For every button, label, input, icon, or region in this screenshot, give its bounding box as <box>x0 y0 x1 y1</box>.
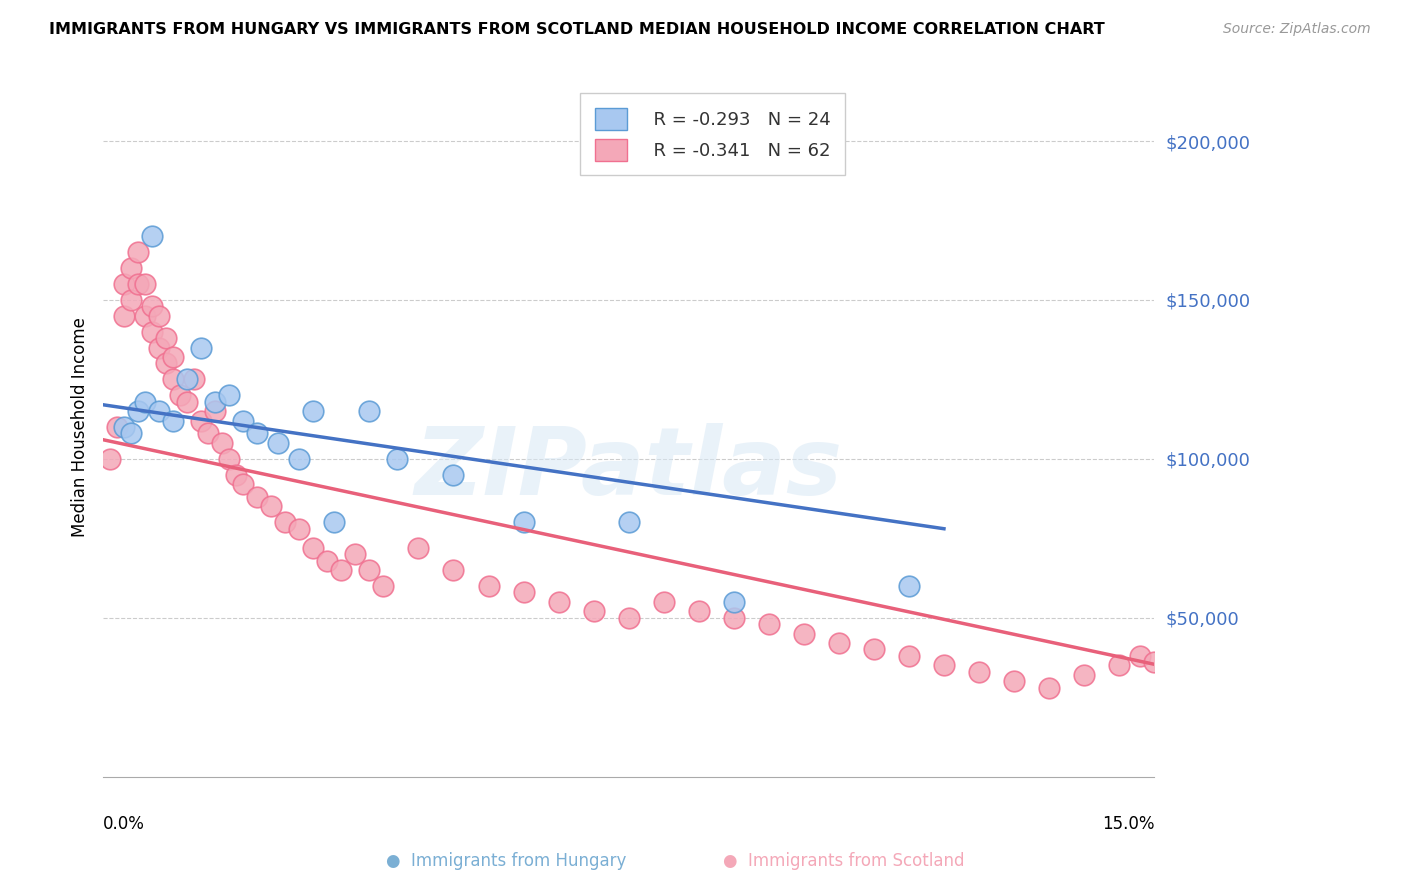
Point <box>617 611 640 625</box>
Point <box>155 331 177 345</box>
Point <box>176 394 198 409</box>
Point <box>302 404 325 418</box>
Point <box>443 467 465 482</box>
Point <box>127 245 149 260</box>
Point <box>387 451 409 466</box>
Point <box>897 579 920 593</box>
Point <box>169 388 191 402</box>
Text: Source: ZipAtlas.com: Source: ZipAtlas.com <box>1223 22 1371 37</box>
Point <box>112 309 135 323</box>
Point <box>141 325 163 339</box>
Text: ZIPatlas: ZIPatlas <box>415 423 842 515</box>
Point <box>359 404 381 418</box>
Point <box>582 604 605 618</box>
Point <box>141 299 163 313</box>
Point <box>134 309 156 323</box>
Point <box>112 277 135 291</box>
Point <box>330 563 353 577</box>
Point <box>127 277 149 291</box>
Point <box>1073 668 1095 682</box>
Point <box>98 451 121 466</box>
Point <box>176 372 198 386</box>
Point <box>155 356 177 370</box>
Point <box>148 341 170 355</box>
Text: ●  Immigrants from Hungary: ● Immigrants from Hungary <box>387 852 626 870</box>
Text: 15.0%: 15.0% <box>1102 815 1154 833</box>
Point <box>134 394 156 409</box>
Point <box>225 467 247 482</box>
Point <box>1129 648 1152 663</box>
Point <box>288 451 311 466</box>
Point <box>190 341 212 355</box>
Point <box>652 595 675 609</box>
Point <box>723 611 745 625</box>
Point <box>1143 655 1166 669</box>
Point <box>183 372 205 386</box>
Point <box>967 665 990 679</box>
Legend:   R = -0.293   N = 24,   R = -0.341   N = 62: R = -0.293 N = 24, R = -0.341 N = 62 <box>581 94 845 176</box>
Point <box>211 436 233 450</box>
Point <box>512 585 534 599</box>
Point <box>828 636 851 650</box>
Point <box>758 617 780 632</box>
Point <box>373 579 395 593</box>
Point <box>197 426 219 441</box>
Point <box>688 604 710 618</box>
Point <box>232 414 254 428</box>
Point <box>477 579 499 593</box>
Text: IMMIGRANTS FROM HUNGARY VS IMMIGRANTS FROM SCOTLAND MEDIAN HOUSEHOLD INCOME CORR: IMMIGRANTS FROM HUNGARY VS IMMIGRANTS FR… <box>49 22 1105 37</box>
Point <box>190 414 212 428</box>
Point <box>443 563 465 577</box>
Point <box>246 490 269 504</box>
Point <box>408 541 430 555</box>
Point <box>793 626 815 640</box>
Point <box>148 309 170 323</box>
Point <box>127 404 149 418</box>
Point <box>204 394 226 409</box>
Point <box>162 372 184 386</box>
Point <box>323 516 346 530</box>
Point <box>932 658 955 673</box>
Point <box>162 414 184 428</box>
Point <box>246 426 269 441</box>
Text: ●  Immigrants from Scotland: ● Immigrants from Scotland <box>723 852 965 870</box>
Point <box>316 553 339 567</box>
Point <box>141 229 163 244</box>
Point <box>344 547 367 561</box>
Point <box>302 541 325 555</box>
Point <box>162 350 184 364</box>
Point <box>723 595 745 609</box>
Point <box>232 477 254 491</box>
Point <box>204 404 226 418</box>
Point <box>1002 674 1025 689</box>
Point <box>617 516 640 530</box>
Point <box>112 420 135 434</box>
Point <box>1108 658 1130 673</box>
Point <box>1157 662 1180 676</box>
Point <box>359 563 381 577</box>
Point <box>512 516 534 530</box>
Point <box>897 648 920 663</box>
Point <box>218 388 240 402</box>
Point <box>218 451 240 466</box>
Point <box>274 516 297 530</box>
Point <box>260 500 283 514</box>
Y-axis label: Median Household Income: Median Household Income <box>72 317 89 537</box>
Point <box>105 420 128 434</box>
Point <box>267 436 290 450</box>
Point <box>134 277 156 291</box>
Point <box>863 642 886 657</box>
Point <box>120 293 142 307</box>
Point <box>120 426 142 441</box>
Point <box>547 595 569 609</box>
Point <box>288 522 311 536</box>
Point <box>120 261 142 276</box>
Point <box>1038 681 1060 695</box>
Point <box>148 404 170 418</box>
Text: 0.0%: 0.0% <box>103 815 145 833</box>
